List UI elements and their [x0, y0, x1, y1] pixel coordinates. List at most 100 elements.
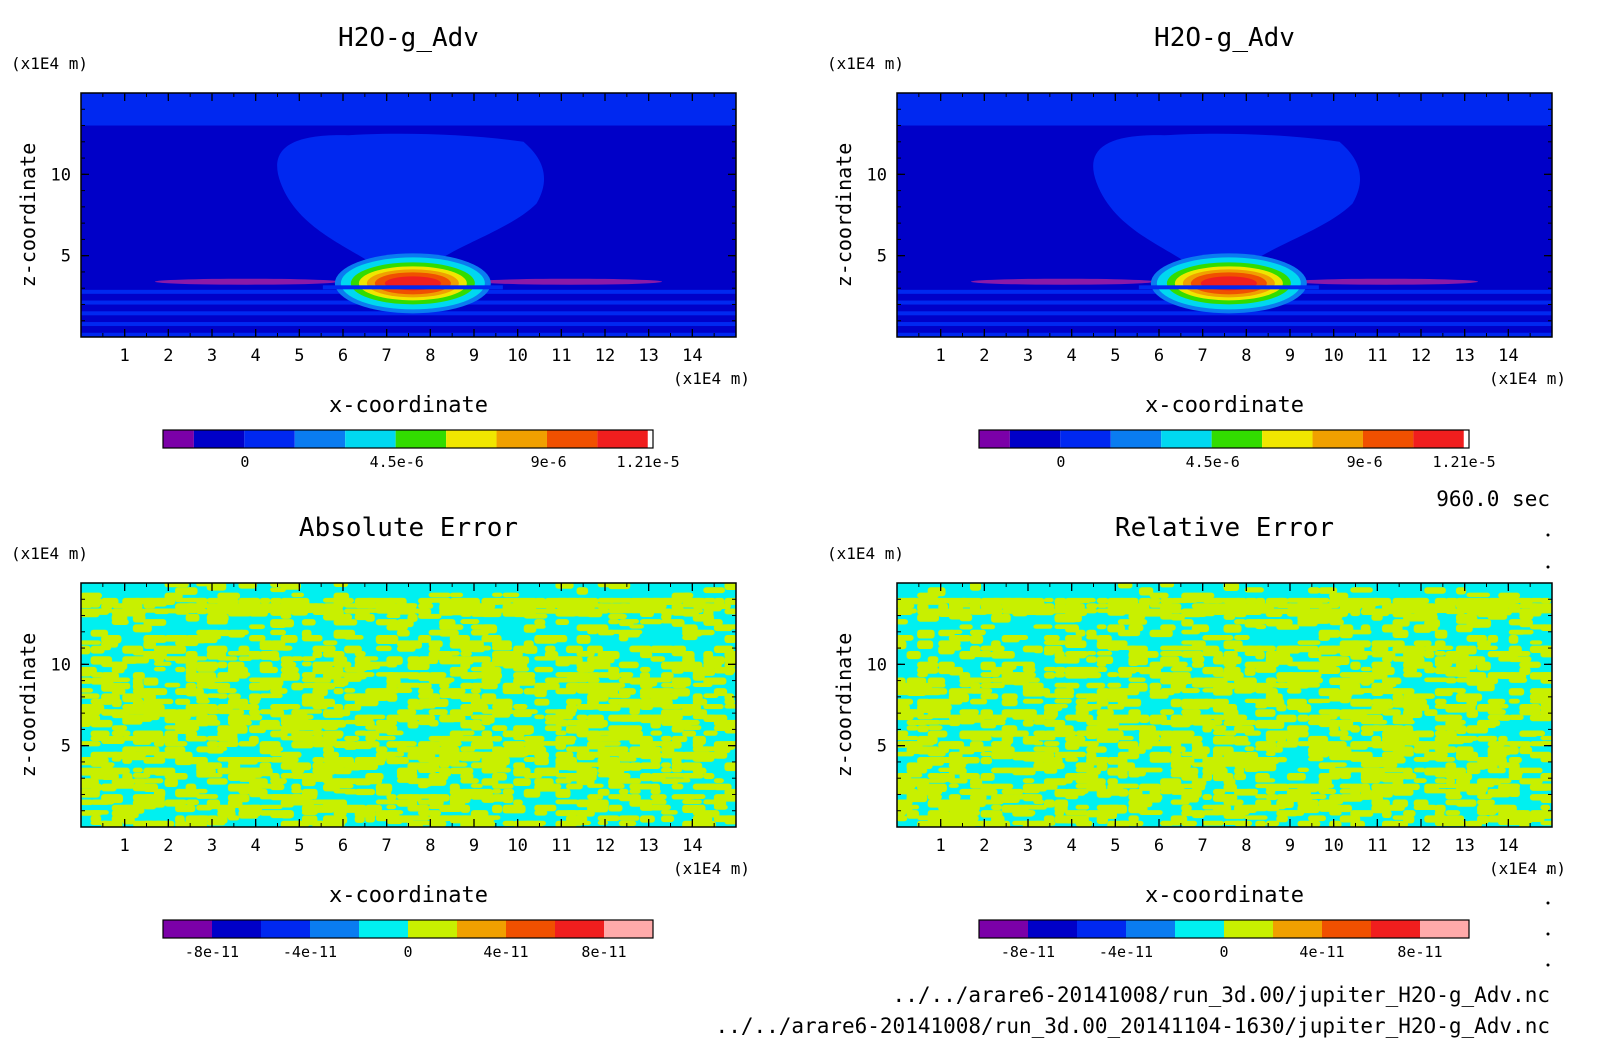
- error-cell: [1403, 783, 1420, 791]
- error-cell: [959, 624, 973, 630]
- x-tick-label: 6: [1154, 346, 1164, 366]
- footer-file-2: ../../arare6-20141008/run_3d.00_20141104…: [716, 1014, 1550, 1038]
- error-cell: [906, 794, 928, 803]
- error-cell: [81, 693, 100, 699]
- error-cell: [969, 772, 980, 780]
- x-tick-label: 7: [382, 346, 392, 366]
- error-cell: [249, 709, 261, 716]
- colorbar-label: 0: [1219, 943, 1228, 961]
- error-cell: [565, 698, 582, 705]
- error-cell: [249, 624, 266, 630]
- error-cell: [1107, 603, 1119, 610]
- error-cell: [1128, 794, 1142, 801]
- error-cell: [344, 597, 354, 604]
- error-cell: [217, 661, 228, 669]
- error-cell: [948, 698, 963, 705]
- error-cell: [312, 650, 323, 658]
- error-cell: [1170, 772, 1184, 778]
- error-cell: [1043, 799, 1055, 808]
- error-cell: [386, 613, 401, 619]
- chart-title: H2O-g_Adv: [1154, 23, 1295, 53]
- error-cell: [1381, 677, 1402, 685]
- y-unit-label: (x1E4 m): [827, 54, 904, 73]
- colorbar-swatch: [1110, 430, 1162, 448]
- error-cell: [333, 810, 347, 817]
- error-cell: [153, 650, 167, 657]
- y-tick-label: 5: [61, 247, 71, 267]
- error-cell: [418, 688, 434, 695]
- error-cell: [713, 751, 728, 759]
- colorbar: -8e-11 -4e-11 0 4e-11 8e-11: [978, 919, 1470, 961]
- error-cell: [238, 704, 260, 711]
- error-cell: [1255, 709, 1276, 717]
- error-cell: [724, 661, 736, 669]
- colorbar-swatch: [1413, 430, 1464, 448]
- error-cell: [555, 619, 570, 625]
- error-cell: [618, 788, 629, 795]
- error-cell: [291, 656, 304, 661]
- error-cell: [1308, 677, 1323, 684]
- colorbar-frame: [978, 919, 1470, 939]
- error-cell: [959, 804, 980, 812]
- error-cell: [597, 741, 621, 746]
- error-cell: [1181, 650, 1204, 658]
- error-cell: [897, 751, 915, 757]
- error-cell: [534, 820, 546, 826]
- error-cell: [238, 783, 249, 789]
- error-cell: [1181, 804, 1192, 812]
- error-cell: [1434, 778, 1447, 784]
- error-cell: [544, 603, 557, 609]
- error-cell: [1075, 666, 1099, 674]
- error-cell: [1403, 788, 1414, 795]
- error-cell: [1540, 672, 1552, 679]
- error-cell: [671, 725, 684, 733]
- error-cell: [1519, 746, 1533, 755]
- error-cell: [164, 735, 177, 741]
- error-cell: [1434, 746, 1457, 753]
- error-cell: [1054, 672, 1066, 678]
- error-cell: [1065, 730, 1076, 736]
- error-cell: [259, 709, 274, 715]
- error-cell: [375, 645, 392, 652]
- error-cell: [354, 730, 368, 736]
- error-cell: [301, 810, 318, 815]
- error-cell: [175, 772, 188, 780]
- colorbar-swatch: [604, 920, 653, 938]
- x-tick-label: 2: [163, 836, 173, 856]
- error-cell: [608, 746, 629, 753]
- error-cell: [576, 810, 595, 817]
- error-cell: [291, 767, 305, 774]
- error-cell: [555, 741, 566, 750]
- error-cell: [1012, 635, 1029, 641]
- x-tick-label: 1: [120, 346, 130, 366]
- error-cell: [1043, 672, 1056, 679]
- error-cell: [1424, 624, 1439, 632]
- error-cell: [1128, 815, 1139, 822]
- error-cell: [969, 735, 992, 741]
- error-cell: [1234, 619, 1247, 625]
- y-unit-label: (x1E4 m): [11, 54, 88, 73]
- error-cell: [1445, 714, 1463, 721]
- error-cell: [81, 677, 93, 684]
- error-cell: [724, 704, 736, 709]
- error-cell: [576, 730, 590, 738]
- error-cell: [1297, 645, 1319, 653]
- error-cell: [418, 783, 429, 789]
- error-cell: [1329, 762, 1347, 767]
- error-cell: [1149, 730, 1163, 736]
- colorbar-label: 1.21e-5: [616, 453, 679, 471]
- error-cell: [534, 608, 558, 614]
- colorbar-swatch: [546, 430, 598, 448]
- error-cell: [1529, 608, 1552, 614]
- error-cell: [175, 804, 196, 813]
- error-cell: [682, 592, 694, 599]
- colorbar-swatch: [597, 430, 648, 448]
- error-cell: [587, 783, 604, 788]
- error-cell: [1043, 714, 1057, 720]
- error-cell: [597, 767, 612, 774]
- x-tick-label: 9: [469, 836, 479, 856]
- error-cell: [1477, 682, 1495, 692]
- error-cell: [1138, 767, 1163, 773]
- error-cell: [439, 804, 462, 812]
- error-cell: [312, 725, 322, 732]
